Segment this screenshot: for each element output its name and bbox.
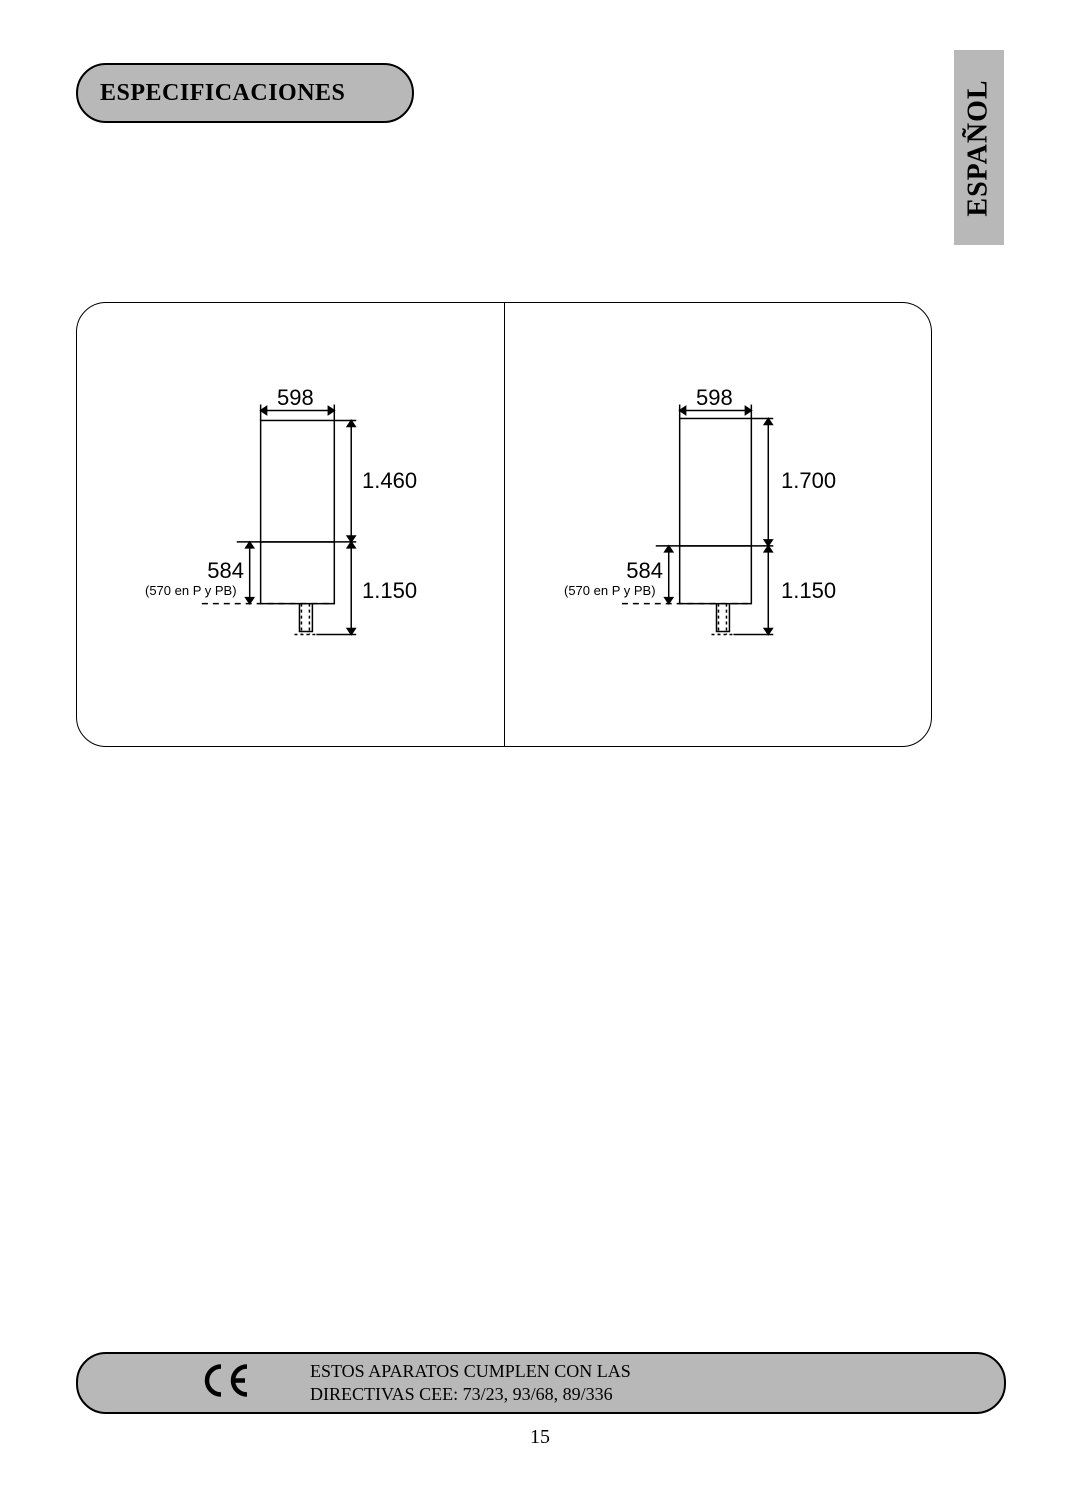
dim-width-top: 598: [277, 385, 314, 411]
page-number: 15: [530, 1426, 550, 1449]
dim-depth: 584: [202, 558, 244, 584]
dim-depth-note: (570 en P y PB): [145, 583, 237, 598]
dim-height-lower: 1.150: [362, 578, 417, 604]
diagram-left: 598 1.460 1.150 584 (570 en P y PB): [77, 303, 504, 746]
diagram-right-svg: [504, 303, 931, 746]
section-title-pill: ESPECIFICACIONES: [76, 63, 414, 123]
dim-height-upper: 1.700: [781, 468, 836, 494]
compliance-line1: ESTOS APARATOS CUMPLEN CON LAS: [310, 1360, 631, 1383]
ce-mark-icon: [203, 1363, 253, 1404]
dim-height-lower: 1.150: [781, 578, 836, 604]
specification-diagram-panel: 598 1.460 1.150 584 (570 en P y PB): [76, 302, 932, 747]
language-label: ESPAÑOL: [963, 79, 995, 216]
dim-depth-note: (570 en P y PB): [564, 583, 656, 598]
compliance-footer: ESTOS APARATOS CUMPLEN CON LAS DIRECTIVA…: [76, 1352, 1006, 1414]
compliance-line2: DIRECTIVAS CEE: 73/23, 93/68, 89/336: [310, 1383, 631, 1406]
diagram-right: 598 1.700 1.150 584 (570 en P y PB): [504, 303, 931, 746]
dim-depth: 584: [621, 558, 663, 584]
section-title: ESPECIFICACIONES: [100, 80, 345, 107]
language-tab: ESPAÑOL: [954, 50, 1004, 245]
compliance-text: ESTOS APARATOS CUMPLEN CON LAS DIRECTIVA…: [310, 1360, 631, 1407]
diagram-left-svg: [77, 303, 504, 746]
dim-width-top: 598: [696, 385, 733, 411]
dim-height-upper: 1.460: [362, 468, 417, 494]
